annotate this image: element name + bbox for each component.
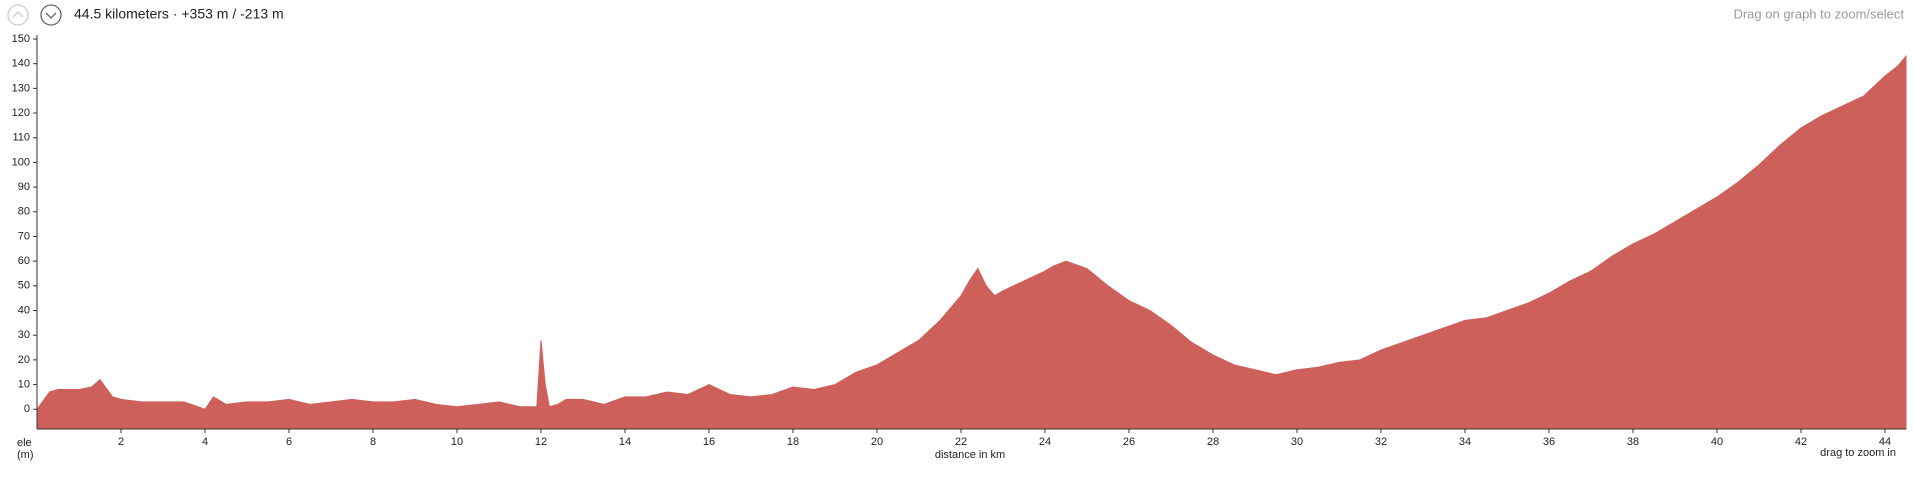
y-tick-label: 70	[18, 230, 30, 242]
x-tick-label: 16	[703, 436, 715, 448]
x-tick-label: 32	[1375, 436, 1387, 448]
x-tick-label: 42	[1795, 436, 1807, 448]
x-tick-label: 6	[286, 436, 292, 448]
x-tick-label: 34	[1459, 436, 1471, 448]
x-tick-label: 18	[787, 436, 799, 448]
x-tick-label: 2	[118, 436, 124, 448]
x-tick-label: 38	[1627, 436, 1639, 448]
drag-zoom-hint: drag to zoom in	[1820, 447, 1896, 459]
y-tick-label: 60	[18, 255, 30, 267]
y-tick-label: 80	[18, 206, 30, 218]
x-tick-label: 14	[619, 436, 631, 448]
x-tick-label: 30	[1291, 436, 1303, 448]
y-tick-label: 100	[12, 156, 30, 168]
y-tick-label: 140	[12, 58, 30, 70]
y-tick-label: 20	[18, 354, 30, 366]
x-tick-label: 44	[1879, 436, 1891, 448]
x-tick-label: 8	[370, 436, 376, 448]
expand-down-button[interactable]	[40, 4, 62, 26]
x-tick-label: 40	[1711, 436, 1723, 448]
y-tick-label: 120	[12, 107, 30, 119]
y-tick-label: 130	[12, 82, 30, 94]
zoom-hint: Drag on graph to zoom/select	[1733, 6, 1904, 21]
x-tick-label: 28	[1207, 436, 1219, 448]
x-axis-label: distance in km	[935, 449, 1005, 461]
y-axis-label: ele	[17, 437, 32, 449]
x-tick-label: 36	[1543, 436, 1555, 448]
x-tick-label: 26	[1123, 436, 1135, 448]
x-tick-label: 24	[1039, 436, 1051, 448]
x-tick-label: 20	[871, 436, 883, 448]
y-tick-label: 40	[18, 304, 30, 316]
y-axis-label: (m)	[17, 449, 34, 461]
x-tick-label: 22	[955, 436, 967, 448]
collapse-up-button[interactable]	[7, 4, 29, 26]
y-tick-label: 110	[12, 132, 30, 144]
x-tick-label: 12	[535, 436, 547, 448]
y-tick-label: 150	[12, 33, 30, 45]
x-tick-label: 4	[202, 436, 208, 448]
elevation-area	[36, 54, 1907, 430]
y-tick-label: 0	[24, 403, 30, 415]
y-tick-label: 50	[18, 280, 30, 292]
y-tick-label: 90	[18, 181, 30, 193]
x-tick-label: 10	[451, 436, 463, 448]
y-tick-label: 10	[18, 378, 30, 390]
y-tick-label: 30	[18, 329, 30, 341]
route-summary: 44.5 kilometers · +353 m / -213 m	[74, 6, 284, 22]
